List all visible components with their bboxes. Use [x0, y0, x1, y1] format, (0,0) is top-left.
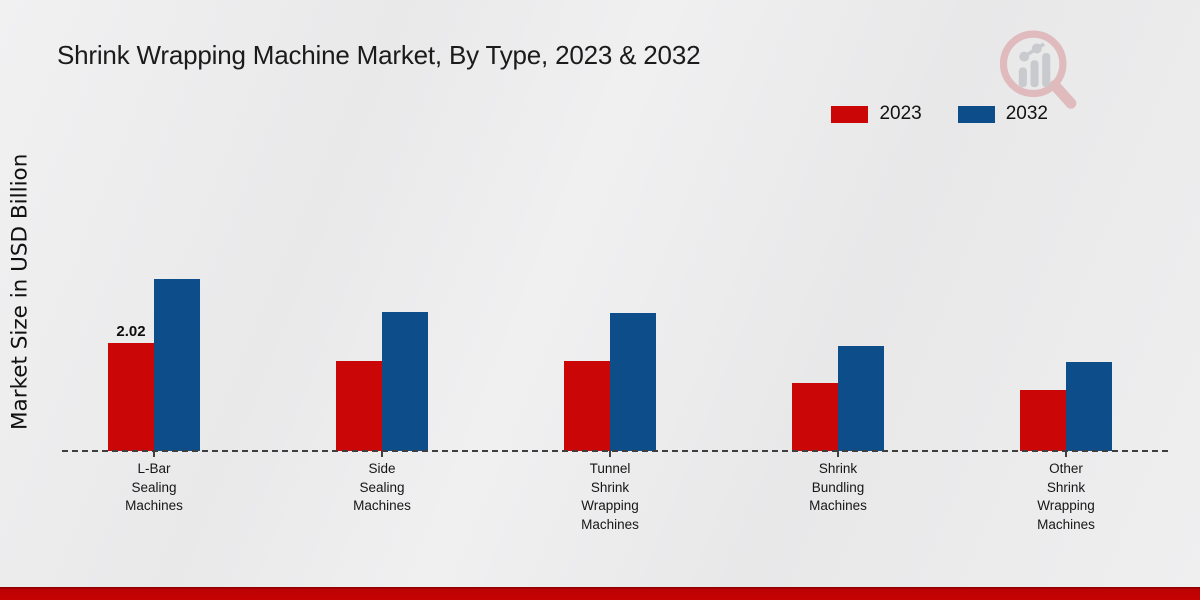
- bar-group: [496, 251, 724, 451]
- bar-2023: [564, 361, 610, 451]
- x-axis-ticks-and-labels: L-Bar Sealing Machines Side Sealing Machi…: [40, 451, 1180, 534]
- bar-group: [724, 251, 952, 451]
- x-axis-category: Side Sealing Machines: [268, 451, 496, 534]
- y-axis-label: Market Size in USD Billion: [7, 153, 33, 431]
- axis-tick: [1065, 451, 1067, 457]
- legend-swatch-2023: [831, 105, 869, 123]
- x-axis-category: Shrink Bundling Machines: [724, 451, 952, 534]
- bar-2023: [336, 361, 382, 451]
- bar-2032: [610, 313, 656, 451]
- bar-2023: [1020, 390, 1066, 451]
- x-axis-category: Other Shrink Wrapping Machines: [952, 451, 1180, 534]
- plot-area: 2.02: [40, 251, 1180, 451]
- x-axis-category: Tunnel Shrink Wrapping Machines: [496, 451, 724, 534]
- legend-label: 2023: [879, 103, 922, 124]
- bar-group: [268, 251, 496, 451]
- bar-2023: [792, 383, 838, 451]
- bar-2032: [838, 346, 884, 451]
- legend-label: 2032: [1005, 103, 1048, 124]
- axis-tick: [837, 451, 839, 457]
- legend-item-2032: 2032: [957, 103, 1048, 125]
- axis-tick: [153, 451, 155, 457]
- category-label: Side Sealing Machines: [353, 461, 411, 513]
- magnifier-chart-logo-icon: [999, 30, 1077, 109]
- bar-value-label: 2.02: [116, 323, 146, 340]
- bar-2032: [1066, 362, 1112, 451]
- category-label: L-Bar Sealing Machines: [125, 461, 183, 513]
- legend-item-2023: 2023: [831, 103, 922, 125]
- category-label: Tunnel Shrink Wrapping Machines: [581, 461, 639, 532]
- x-axis-baseline: [62, 450, 1168, 452]
- legend-swatch-2032: [957, 105, 995, 123]
- legend: 2023 2032: [831, 103, 1048, 125]
- bar-2032: [382, 312, 428, 451]
- x-axis-category: L-Bar Sealing Machines: [40, 451, 268, 534]
- category-label: Shrink Bundling Machines: [809, 461, 867, 513]
- chart-title: Shrink Wrapping Machine Market, By Type,…: [57, 40, 701, 70]
- axis-tick: [381, 451, 383, 457]
- bar-group: 2.02: [40, 251, 268, 451]
- category-label: Other Shrink Wrapping Machines: [1037, 461, 1095, 532]
- axis-tick: [609, 451, 611, 457]
- bar-2023: [108, 343, 154, 451]
- footer-accent-bar: [0, 587, 1200, 600]
- bar-group: [952, 251, 1180, 451]
- bar-2032: [154, 279, 200, 451]
